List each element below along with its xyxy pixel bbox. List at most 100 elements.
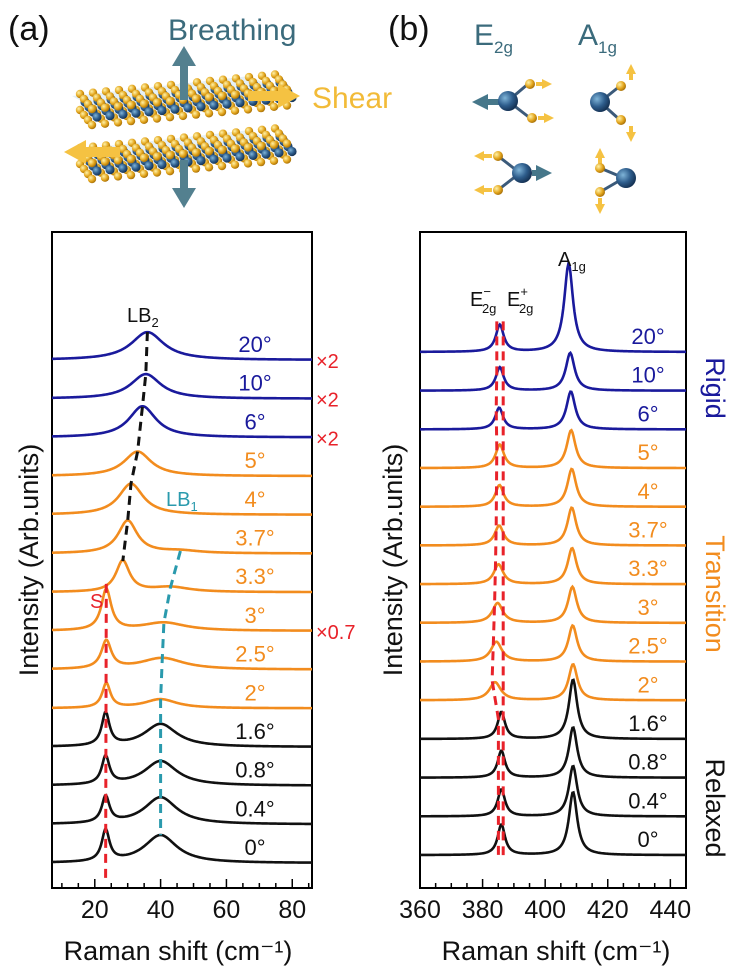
angle-label: 3.3° xyxy=(628,556,667,581)
chart-a-x-ticks: 20 40 60 80 xyxy=(61,879,310,924)
spectrum-curve xyxy=(51,681,312,710)
s-guide-line xyxy=(104,583,108,881)
angle-label: 6° xyxy=(637,401,658,426)
angle-label: 3.3° xyxy=(235,564,274,589)
spectrum-curve xyxy=(420,725,687,779)
angle-label: 4° xyxy=(637,479,658,504)
angle-label: 2.5° xyxy=(628,634,667,659)
bilayer-crystal-illustration xyxy=(72,70,297,184)
angle-label: 0.4° xyxy=(235,796,274,821)
chart-a: 20 40 60 80 20° ×2 10° ×2 6° ×2 5° 4° 3.7° 3.3° 3° ×0.… xyxy=(14,231,355,966)
x-tick-label: 80 xyxy=(278,896,306,924)
lb2-guide-line xyxy=(121,332,149,562)
x-tick-label: 380 xyxy=(462,896,504,924)
spectrum-curve xyxy=(51,450,312,478)
multiplier-label: ×2 xyxy=(316,351,339,373)
spectrum-curve xyxy=(420,506,686,547)
panel-a-letter: (a) xyxy=(8,10,50,48)
angle-label: 3.7° xyxy=(628,518,667,543)
mode-e2g-label: E2g xyxy=(474,19,513,57)
spectrum-curve xyxy=(51,558,312,594)
lb1-guide-line xyxy=(159,550,182,836)
phonon-mode-e2g-bottom xyxy=(474,151,552,195)
chart-b-guides xyxy=(490,321,505,856)
spectrum-curve xyxy=(51,518,312,555)
angle-label: 20° xyxy=(238,332,271,357)
chart-a-curves xyxy=(51,330,313,864)
chart-b-curves xyxy=(419,260,687,857)
s-label: S xyxy=(90,591,103,613)
spectrum-curve xyxy=(51,372,312,400)
spectrum-curve xyxy=(51,753,312,787)
spectrum-curve xyxy=(51,793,312,826)
phonon-mode-a1g-top xyxy=(590,64,636,142)
chart-b-x-ticks: 360 380 400 420 440 xyxy=(399,879,691,924)
lb1-label: LB1 xyxy=(166,489,198,514)
spectrum-curve xyxy=(419,390,687,431)
group-label-relaxed: Relaxed xyxy=(700,758,730,857)
x-tick-label: 420 xyxy=(587,896,629,924)
spectrum-curve xyxy=(51,586,312,632)
angle-label: 3° xyxy=(244,603,265,628)
x-tick-label: 60 xyxy=(213,896,241,924)
x-tick-label: 440 xyxy=(649,896,691,924)
a1g-label: A1g xyxy=(558,249,586,274)
chart-a-frame xyxy=(51,231,313,889)
x-tick-label: 360 xyxy=(399,896,441,924)
spectrum-curve xyxy=(51,330,312,361)
chart-b: 360 380 400 420 440 20° 10° 6° 5° 4° 3.7° 3.3° 3° 2.… xyxy=(378,231,730,966)
multiplier-label: ×2 xyxy=(316,428,339,450)
group-label-rigid: Rigid xyxy=(700,357,730,419)
angle-label: 4° xyxy=(244,487,265,512)
chart-b-ylabel: Intensity (Arb.units) xyxy=(378,444,408,677)
spectrum-curve xyxy=(420,790,686,857)
angle-label: 0.8° xyxy=(235,758,274,783)
angle-label: 0.4° xyxy=(628,788,667,813)
spectrum-curve xyxy=(420,260,686,354)
angle-label: 1.6° xyxy=(235,719,274,744)
angle-label: 20° xyxy=(631,324,664,349)
group-label-transition: Transition xyxy=(700,535,730,653)
spectrum-curve xyxy=(51,404,312,439)
breathing-arrow xyxy=(172,46,196,208)
phonon-mode-e2g-top xyxy=(472,79,554,123)
spectrum-curve xyxy=(419,584,686,625)
shear-arrow-left xyxy=(64,140,120,164)
chart-a-xlabel: Raman shift (cm⁻¹) xyxy=(64,936,293,966)
lb2-label: LB2 xyxy=(127,305,159,330)
e2g-minus-guide-line xyxy=(490,321,500,856)
breathing-label: Breathing xyxy=(168,14,296,47)
multiplier-label: ×2 xyxy=(316,390,339,412)
angle-label: 10° xyxy=(631,363,664,388)
angle-label: 3° xyxy=(637,595,658,620)
shear-arrow-right xyxy=(248,84,300,108)
angle-label: 2° xyxy=(637,672,658,697)
chart-a-angle-labels: 20° ×2 10° ×2 6° ×2 5° 4° 3.7° 3.3° 3° ×0.7 2.5° 2° 1.… xyxy=(235,332,355,860)
e2g-plus-label: E+ 2g xyxy=(507,284,533,316)
spectrum-curve xyxy=(420,678,686,741)
chart-b-xlabel: Raman shift (cm⁻¹) xyxy=(442,936,671,966)
mode-a1g-label: A1g xyxy=(578,19,617,57)
angle-label: 6° xyxy=(244,409,265,434)
angle-label: 5° xyxy=(637,440,658,465)
spectrum-curve xyxy=(420,546,686,586)
angle-label: 2° xyxy=(244,680,265,705)
chart-b-frame xyxy=(419,231,687,889)
chart-a-ylabel: Intensity (Arb.units) xyxy=(14,444,44,677)
angle-label: 3.7° xyxy=(235,526,274,551)
shear-label: Shear xyxy=(312,82,392,115)
angle-label: 0° xyxy=(244,835,265,860)
spectrum-curve xyxy=(51,827,313,864)
chart-b-angle-labels: 20° 10° 6° 5° 4° 3.7° 3.3° 3° 2.5° 2° 1.6° 0.8° 0.4°… xyxy=(628,324,667,852)
angle-label: 0.8° xyxy=(628,750,667,775)
spectrum-curve xyxy=(420,350,687,392)
spectrum-curve xyxy=(51,482,312,516)
chart-a-guides xyxy=(104,332,182,881)
spectrum-curve xyxy=(51,709,313,748)
phonon-mode-a1g-bottom xyxy=(595,148,636,214)
panel-b-letter: (b) xyxy=(388,10,430,48)
multiplier-label: ×0.7 xyxy=(316,622,355,644)
spectrum-curve xyxy=(420,623,686,663)
angle-label: 10° xyxy=(238,371,271,396)
